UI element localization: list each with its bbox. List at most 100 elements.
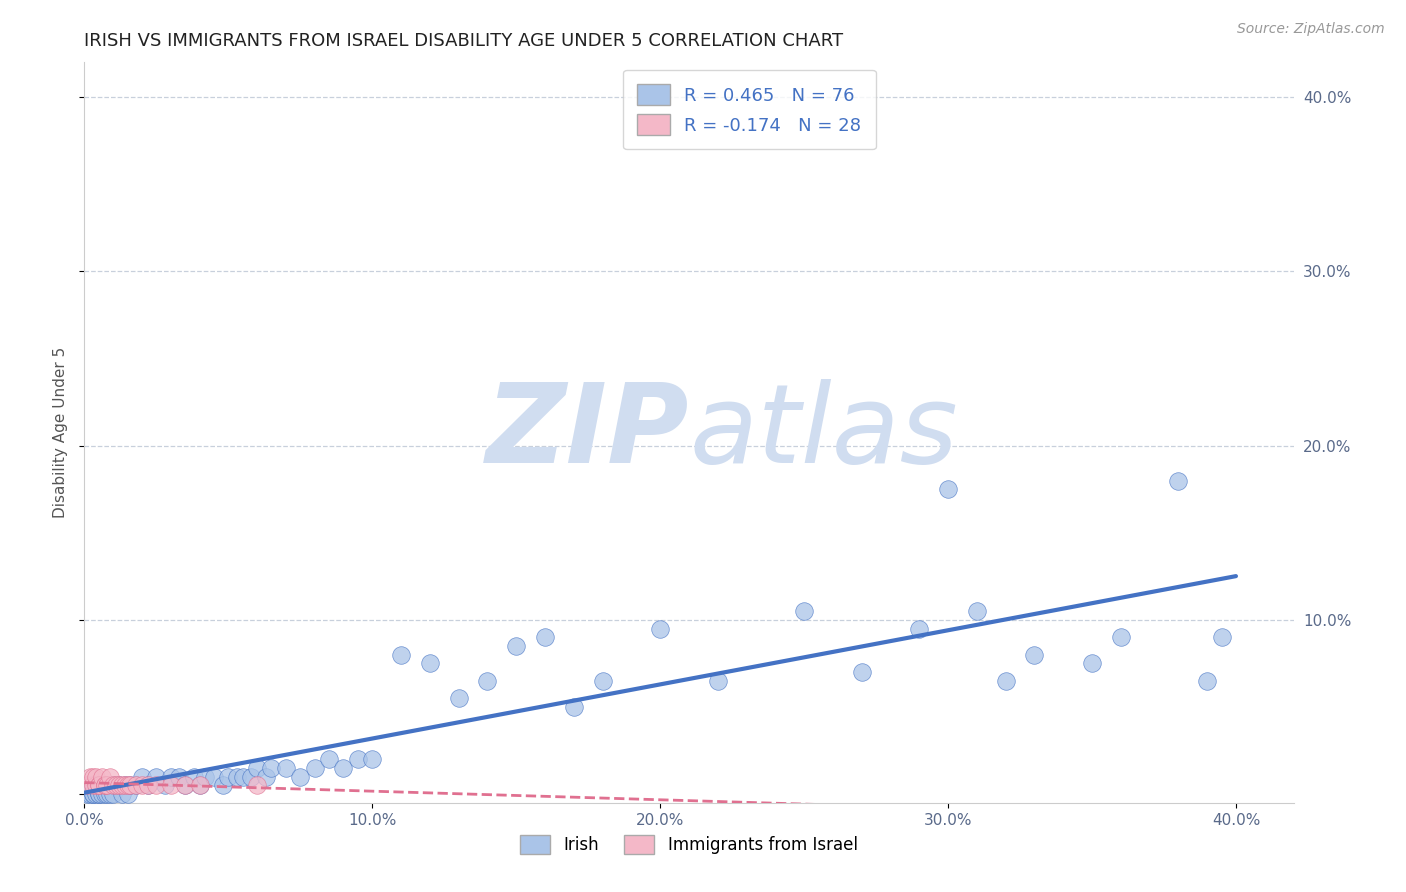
- Point: [174, 778, 197, 792]
- Point: [87, 778, 110, 792]
- Point: [101, 778, 124, 792]
- Point: [246, 761, 269, 775]
- Point: [84, 778, 107, 792]
- Point: [87, 778, 110, 792]
- Point: [447, 691, 470, 706]
- Point: [76, 778, 98, 792]
- Point: [159, 778, 181, 792]
- Point: [1081, 657, 1104, 671]
- Point: [153, 778, 176, 792]
- Point: [966, 604, 988, 618]
- Text: IRISH VS IMMIGRANTS FROM ISRAEL DISABILITY AGE UNDER 5 CORRELATION CHART: IRISH VS IMMIGRANTS FROM ISRAEL DISABILI…: [84, 32, 844, 50]
- Point: [101, 778, 124, 792]
- Point: [84, 778, 107, 792]
- Point: [101, 787, 124, 801]
- Point: [82, 770, 104, 784]
- Point: [254, 770, 277, 784]
- Point: [332, 761, 354, 775]
- Y-axis label: Disability Age Under 5: Disability Age Under 5: [53, 347, 69, 518]
- Point: [1109, 630, 1132, 644]
- Point: [84, 787, 107, 801]
- Point: [82, 787, 104, 801]
- Point: [87, 787, 110, 801]
- Point: [419, 657, 441, 671]
- Point: [232, 770, 254, 784]
- Point: [93, 778, 115, 792]
- Point: [79, 787, 101, 801]
- Point: [994, 673, 1017, 688]
- Point: [1167, 474, 1189, 488]
- Point: [96, 778, 118, 792]
- Point: [114, 778, 136, 792]
- Text: atlas: atlas: [689, 379, 957, 486]
- Point: [105, 778, 128, 792]
- Point: [117, 787, 139, 801]
- Point: [108, 778, 131, 792]
- Point: [1211, 630, 1233, 644]
- Point: [84, 770, 107, 784]
- Point: [706, 673, 728, 688]
- Point: [389, 648, 412, 662]
- Point: [290, 770, 312, 784]
- Point: [96, 778, 118, 792]
- Point: [183, 770, 205, 784]
- Legend: Irish, Immigrants from Israel: Irish, Immigrants from Israel: [513, 829, 865, 861]
- Point: [477, 673, 499, 688]
- Point: [851, 665, 873, 680]
- Point: [1024, 648, 1046, 662]
- Point: [96, 787, 118, 801]
- Point: [82, 778, 104, 792]
- Point: [592, 673, 614, 688]
- Point: [194, 770, 217, 784]
- Text: ZIP: ZIP: [485, 379, 689, 486]
- Point: [211, 778, 233, 792]
- Point: [125, 778, 148, 792]
- Point: [98, 770, 121, 784]
- Point: [136, 778, 159, 792]
- Point: [82, 787, 104, 801]
- Point: [274, 761, 297, 775]
- Point: [131, 770, 153, 784]
- Point: [246, 778, 269, 792]
- Point: [111, 778, 134, 792]
- Point: [188, 778, 211, 792]
- Point: [361, 752, 384, 766]
- Point: [169, 770, 191, 784]
- Point: [76, 787, 98, 801]
- Point: [82, 778, 104, 792]
- Point: [534, 630, 557, 644]
- Point: [188, 778, 211, 792]
- Point: [93, 778, 115, 792]
- Point: [120, 778, 142, 792]
- Point: [136, 778, 159, 792]
- Point: [93, 787, 115, 801]
- Point: [145, 770, 167, 784]
- Point: [111, 787, 134, 801]
- Point: [105, 778, 128, 792]
- Point: [202, 770, 225, 784]
- Point: [226, 770, 249, 784]
- Point: [562, 700, 585, 714]
- Point: [93, 778, 115, 792]
- Point: [108, 778, 131, 792]
- Point: [114, 778, 136, 792]
- Point: [936, 482, 959, 496]
- Point: [131, 778, 153, 792]
- Point: [125, 778, 148, 792]
- Point: [98, 787, 121, 801]
- Point: [260, 761, 283, 775]
- Point: [174, 778, 197, 792]
- Point: [650, 622, 672, 636]
- Point: [908, 622, 931, 636]
- Point: [145, 778, 167, 792]
- Point: [505, 639, 527, 653]
- Text: Source: ZipAtlas.com: Source: ZipAtlas.com: [1237, 22, 1385, 37]
- Point: [117, 778, 139, 792]
- Point: [793, 604, 815, 618]
- Point: [90, 770, 112, 784]
- Point: [159, 770, 181, 784]
- Point: [87, 778, 110, 792]
- Point: [87, 787, 110, 801]
- Point: [240, 770, 263, 784]
- Point: [304, 761, 326, 775]
